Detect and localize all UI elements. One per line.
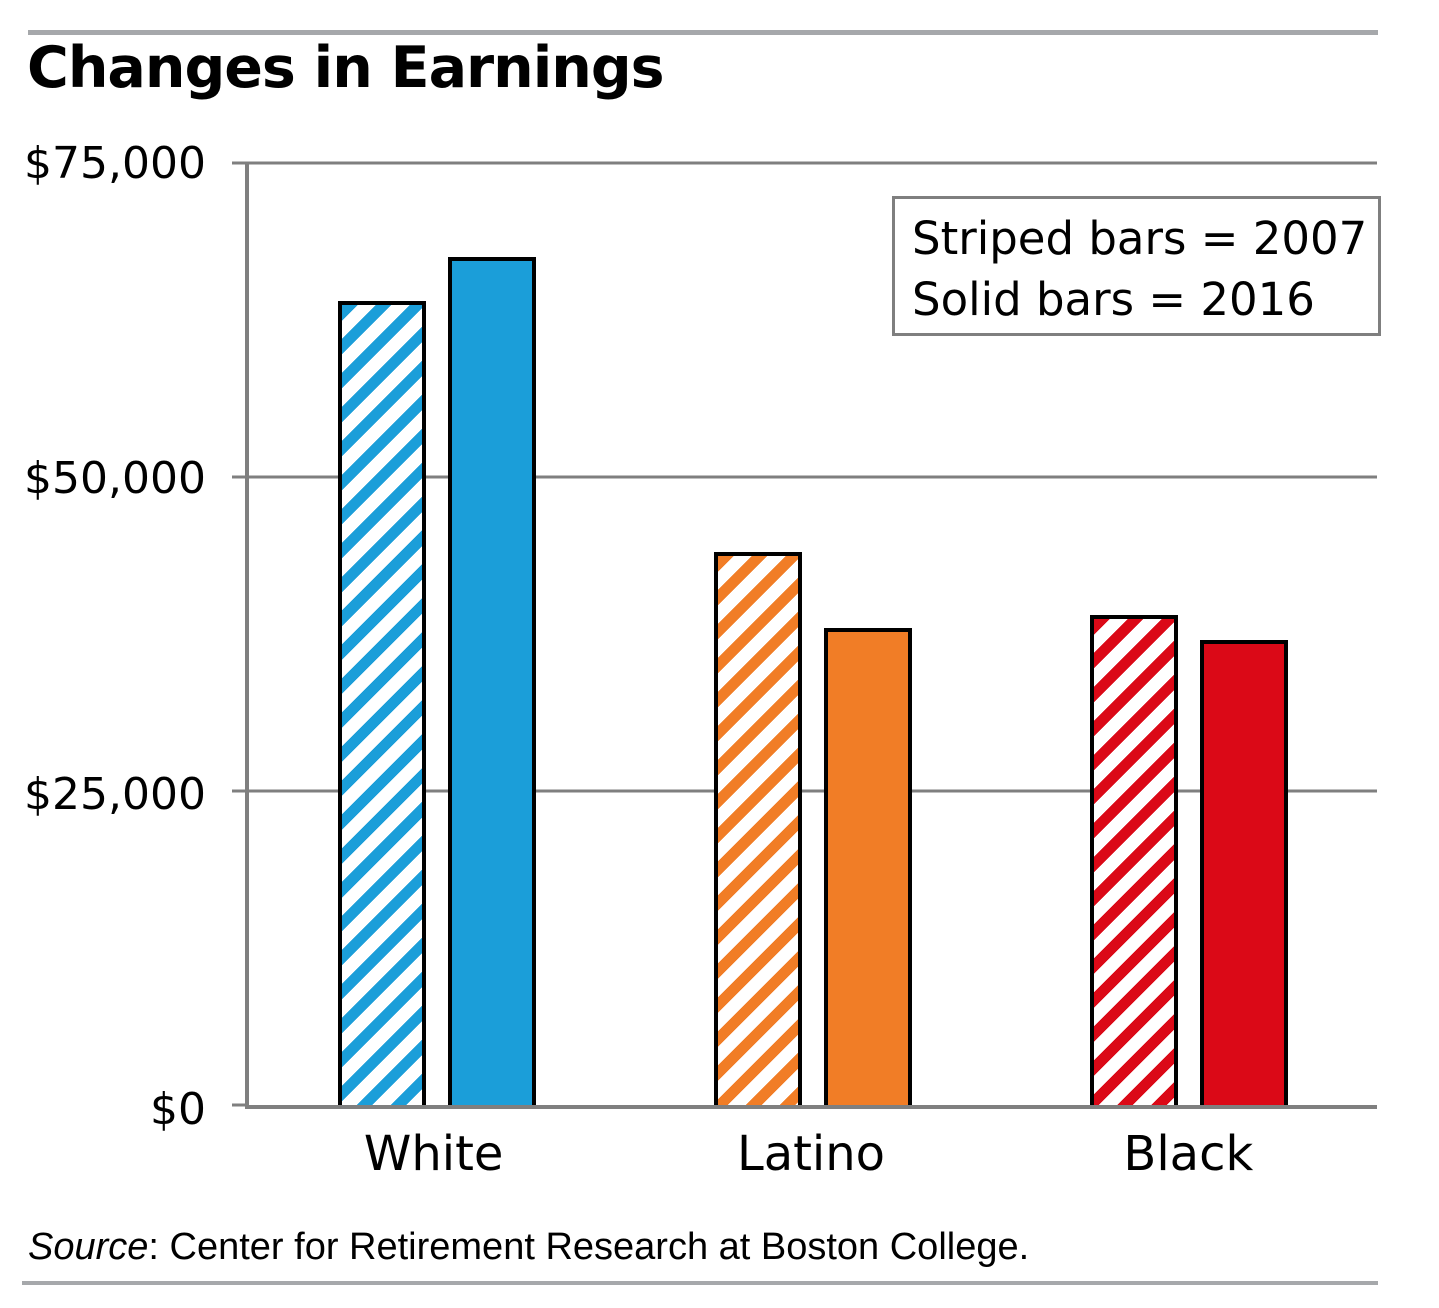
legend-line-solid: Solid bars = 2016 (912, 273, 1315, 326)
y-tickmark-0 (232, 1103, 249, 1107)
gridline-50000 (249, 475, 1377, 479)
legend: Striped bars = 2007 Solid bars = 2016 (892, 196, 1381, 336)
plot-area (232, 161, 1377, 1109)
bar-black-2016 (1199, 640, 1288, 1105)
y-tick-label-75000: $75,000 (24, 137, 206, 189)
y-tick-label-25000: $25,000 (24, 768, 206, 820)
bottom-rule (22, 1281, 1378, 1285)
y-tickmark-75000 (232, 161, 249, 165)
bar-group-latino (625, 163, 1001, 1105)
bar-group-black (1001, 163, 1377, 1105)
source-label: Source (28, 1226, 149, 1268)
gridline-75000 (249, 161, 1377, 165)
chart-title: Changes in Earnings (27, 35, 665, 101)
source-note: Source: Center for Retirement Research a… (28, 1224, 1029, 1270)
bar-latino-2016 (823, 627, 912, 1105)
legend-line-striped: Striped bars = 2007 (912, 212, 1368, 265)
y-tick-label-50000: $50,000 (24, 453, 206, 505)
x-axis-labels: White Latino Black (245, 1126, 1377, 1186)
gridline-25000 (249, 789, 1377, 793)
x-axis-label-white: White (363, 1126, 504, 1182)
bar-group-white (249, 163, 625, 1105)
x-axis-label-latino: Latino (736, 1126, 886, 1182)
x-axis-label-black: Black (1123, 1126, 1254, 1182)
y-axis-labels: $0 $25,000 $50,000 $75,000 (0, 139, 208, 1133)
bar-white-2007 (337, 301, 426, 1105)
y-tick-label-0: $0 (150, 1083, 206, 1135)
bar-latino-2007 (713, 552, 802, 1105)
top-rule (28, 30, 1378, 35)
y-tickmark-25000 (232, 789, 249, 793)
source-text: : Center for Retirement Research at Bost… (148, 1226, 1030, 1268)
y-tickmark-50000 (232, 475, 249, 479)
bar-white-2016 (447, 257, 536, 1105)
bar-black-2007 (1089, 615, 1178, 1105)
